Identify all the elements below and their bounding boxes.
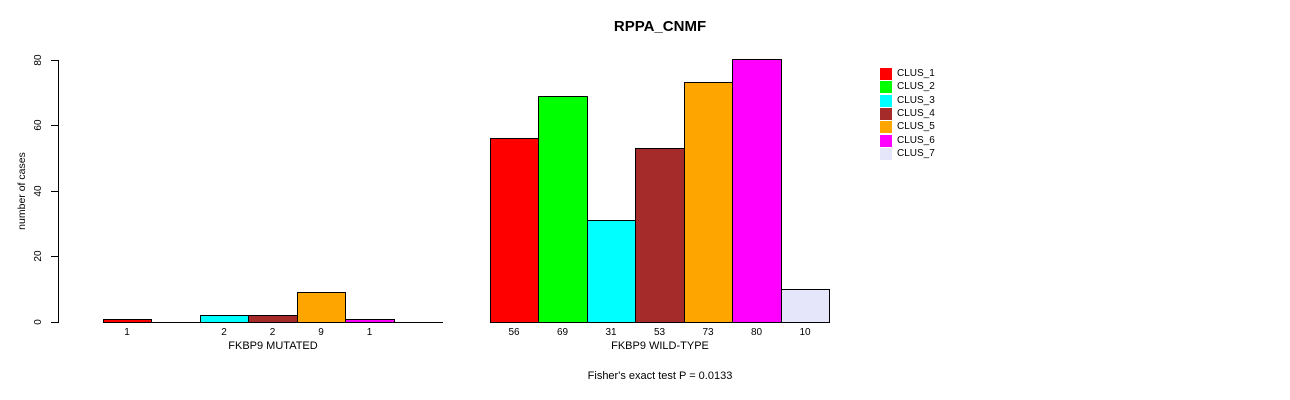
y-axis-tick-label: 80 xyxy=(33,54,44,66)
bar-CLUS_4 xyxy=(635,148,685,323)
legend-label-CLUS_6: CLUS_6 xyxy=(897,135,935,146)
legend-swatch-CLUS_6 xyxy=(880,135,892,147)
bar-value-label: 1 xyxy=(124,327,130,338)
bar-CLUS_1 xyxy=(103,319,152,323)
fisher-test-annotation: Fisher's exact test P = 0.0133 xyxy=(587,370,733,382)
bar-CLUS_6 xyxy=(732,59,782,323)
bar-CLUS_5 xyxy=(297,292,346,323)
bar-value-label: 1 xyxy=(366,327,373,338)
legend-swatch-CLUS_5 xyxy=(880,121,892,133)
bar-CLUS_5 xyxy=(684,82,733,323)
y-axis-tick-label: 60 xyxy=(33,119,44,131)
legend-swatch-CLUS_2 xyxy=(880,81,892,93)
bar-value-label: 31 xyxy=(605,327,617,338)
y-axis-tick xyxy=(51,322,59,323)
y-axis-label: number of cases xyxy=(16,152,28,230)
legend-swatch-CLUS_1 xyxy=(880,68,892,80)
legend-swatch-CLUS_4 xyxy=(880,108,892,120)
chart-title: RPPA_CNMF xyxy=(613,18,707,35)
bar-CLUS_3 xyxy=(200,315,249,323)
y-axis-tick xyxy=(51,60,59,61)
legend-label-CLUS_3: CLUS_3 xyxy=(897,95,935,106)
y-axis-tick-label: 20 xyxy=(33,250,44,262)
bar-CLUS_6 xyxy=(345,319,395,323)
bar-CLUS_7 xyxy=(781,289,830,323)
legend-label-CLUS_4: CLUS_4 xyxy=(897,108,935,119)
legend-label-CLUS_2: CLUS_2 xyxy=(897,81,935,92)
y-axis-tick-label: 40 xyxy=(33,185,44,197)
bar-value-label: 2 xyxy=(269,327,276,338)
bar-value-label: 80 xyxy=(750,327,763,338)
legend-label-CLUS_5: CLUS_5 xyxy=(897,121,935,132)
bar-CLUS_1 xyxy=(490,138,539,323)
y-axis-tick xyxy=(51,125,59,126)
y-axis-tick xyxy=(51,256,59,257)
legend-label-CLUS_1: CLUS_1 xyxy=(897,68,935,79)
bar-value-label: 56 xyxy=(508,327,520,338)
bar-CLUS_3 xyxy=(587,220,636,323)
y-axis-tick-label: 0 xyxy=(33,319,44,325)
bar-CLUS_4 xyxy=(248,315,298,323)
bar-CLUS_2 xyxy=(538,96,588,323)
bar-value-label: 9 xyxy=(318,327,324,338)
bar-value-label: 53 xyxy=(653,327,666,338)
bar-value-label: 69 xyxy=(556,327,569,338)
bar-value-label: 10 xyxy=(799,327,811,338)
bar-value-label: 2 xyxy=(221,327,227,338)
legend-label-CLUS_7: CLUS_7 xyxy=(897,148,935,159)
bar-value-label: 73 xyxy=(702,327,714,338)
x-axis-group-label-mutated: FKBP9 MUTATED xyxy=(228,340,318,352)
x-axis-group-label-wildtype: FKBP9 WILD-TYPE xyxy=(611,340,709,352)
legend-swatch-CLUS_7 xyxy=(880,148,892,160)
y-axis-tick xyxy=(51,191,59,192)
legend-swatch-CLUS_3 xyxy=(880,95,892,107)
